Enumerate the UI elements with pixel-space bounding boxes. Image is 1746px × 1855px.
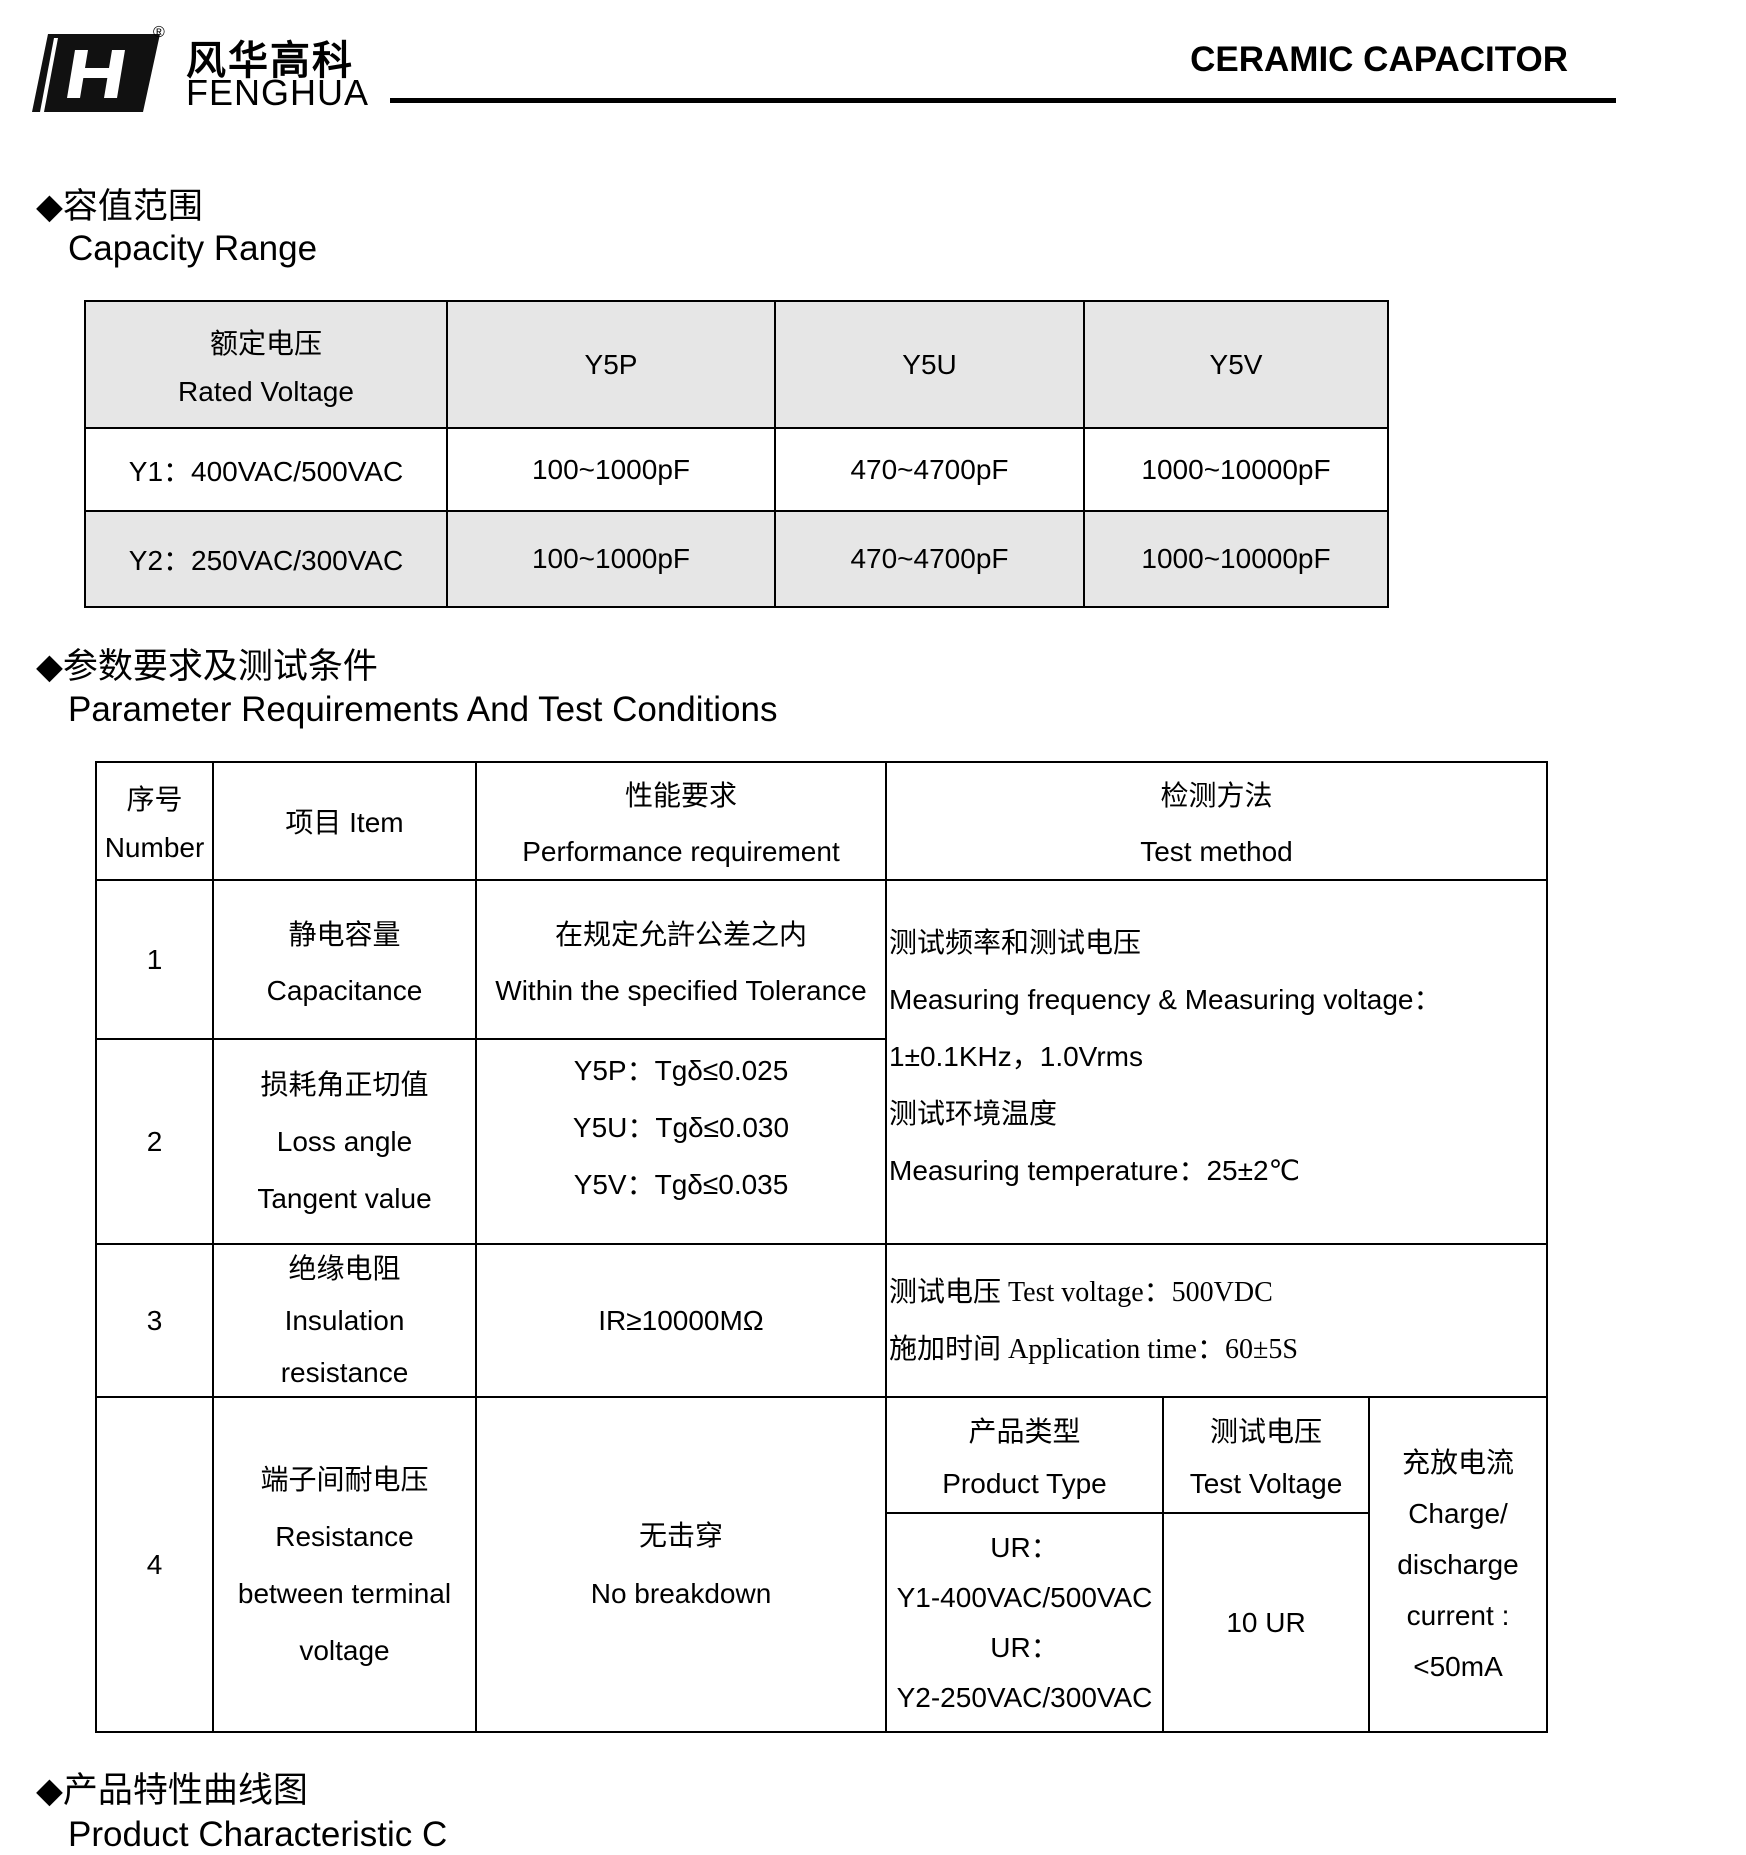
fenghua-logo-icon <box>32 34 160 112</box>
row1-number: 1 <box>95 879 214 1040</box>
row4-number: 4 <box>95 1396 214 1733</box>
header-test-method: 检测方法 Test method <box>885 761 1548 881</box>
header-rated-voltage: 额定电压 Rated Voltage <box>84 300 448 429</box>
header-y5u: Y5U <box>774 300 1085 429</box>
row2-y5p: 100~1000pF <box>446 510 776 608</box>
header-y5p: Y5P <box>446 300 776 429</box>
document-title: CERAMIC CAPACITOR <box>1190 40 1568 79</box>
row1-voltage: Y1：400VAC/500VAC <box>84 427 448 512</box>
header-performance: 性能要求 Performance requirement <box>475 761 887 881</box>
section3-title-en: Product Characteristic C <box>68 1815 448 1854</box>
section1-heading: ◆容值范围 <box>36 178 203 229</box>
row4-product-type-header: 产品类型 Product Type <box>885 1396 1164 1514</box>
section3-title-cn: 产品特性曲线图 <box>62 1771 308 1810</box>
row2-item: 损耗角正切值 Loss angle Tangent value <box>212 1038 477 1245</box>
row4-test-voltage-value: 10 UR <box>1162 1512 1370 1733</box>
row2-y5u: 470~4700pF <box>774 510 1085 608</box>
header-item: 项目 Item <box>212 761 477 881</box>
diamond-bullet-icon: ◆ <box>36 187 63 226</box>
row4-performance: 无击穿 No breakdown <box>475 1396 887 1733</box>
row2-y5v: 1000~10000pF <box>1083 510 1389 608</box>
header-rule <box>390 98 1616 103</box>
row2-number: 2 <box>95 1038 214 1245</box>
row3-test-method: 测试电压 Test voltage：500VDC 施加时间 Application… <box>885 1243 1548 1398</box>
logo-en: FENGHUA <box>186 72 370 113</box>
row4-item: 端子间耐电压 Resistance between terminal voltage <box>212 1396 477 1733</box>
row1-performance: 在规定允許公差之内 Within the specified Tolerance <box>475 879 887 1040</box>
row2-voltage: Y2：250VAC/300VAC <box>84 510 448 608</box>
row3-item: 绝缘电阻 Insulation resistance <box>212 1243 477 1398</box>
header-y5v: Y5V <box>1083 300 1389 429</box>
section3-heading: ◆产品特性曲线图 <box>36 1762 308 1813</box>
diamond-bullet-icon: ◆ <box>36 1771 63 1810</box>
section2-title-cn: 参数要求及测试条件 <box>62 647 378 686</box>
logo-cn: 风华高科 <box>186 39 354 83</box>
row4-test-voltage-header: 测试电压 Test Voltage <box>1162 1396 1370 1514</box>
logo <box>30 28 160 119</box>
diamond-bullet-icon: ◆ <box>36 647 63 686</box>
row4-charge-current: 充放电流 Charge/discharge current : <50mA <box>1368 1396 1548 1733</box>
row1-y5v: 1000~10000pF <box>1083 427 1389 512</box>
row1-y5u: 470~4700pF <box>774 427 1085 512</box>
row1-2-test-method: 测试频率和测试电压 Measuring frequency & Measuring… <box>885 879 1548 1245</box>
section1-title-cn: 容值范围 <box>62 187 203 226</box>
registered-mark: ® <box>153 24 165 41</box>
row1-item: 静电容量 Capacitance <box>212 879 477 1040</box>
row3-number: 3 <box>95 1243 214 1398</box>
section2-title-en: Parameter Requirements And Test Conditio… <box>68 690 778 729</box>
row4-product-types: UR： Y1-400VAC/500VAC UR： Y2-250VAC/300VAC <box>885 1512 1164 1733</box>
row1-y5p: 100~1000pF <box>446 427 776 512</box>
section2-heading: ◆参数要求及测试条件 <box>36 638 378 689</box>
row3-performance: IR≥10000MΩ <box>475 1243 887 1398</box>
header-number: 序号 Number <box>95 761 214 881</box>
section1-title-en: Capacity Range <box>68 229 318 268</box>
row2-performance: Y5P：Tgδ≤0.025 Y5U：Tgδ≤0.030 Y5V：Tgδ≤0.035 <box>475 1038 887 1245</box>
